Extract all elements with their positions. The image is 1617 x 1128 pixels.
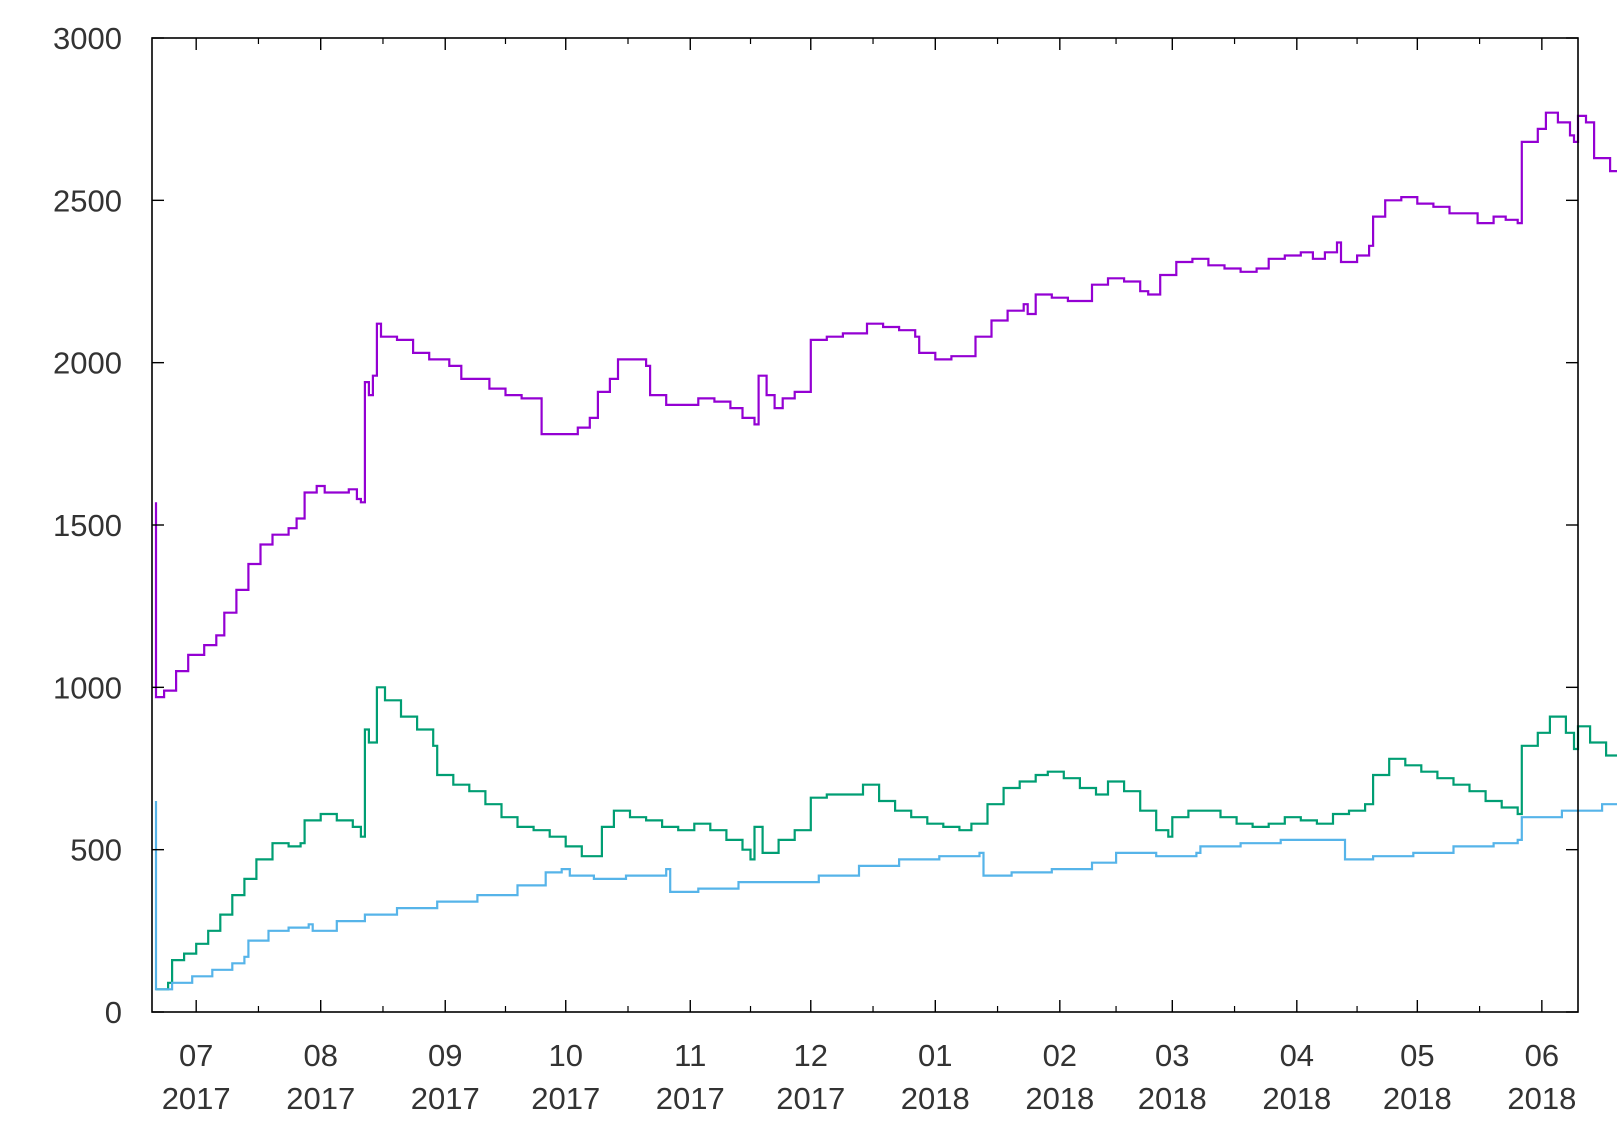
x-tick-label-month: 03 [1155, 1038, 1189, 1073]
x-tick-label-year: 2018 [1025, 1081, 1094, 1116]
y-tick-label: 0 [105, 995, 122, 1030]
x-tick-label-month: 06 [1525, 1038, 1559, 1073]
series-line-1 [154, 111, 1617, 699]
x-tick-label-month: 09 [428, 1038, 462, 1073]
y-tick-label: 500 [70, 833, 122, 868]
x-tick-label-year: 2018 [1262, 1081, 1331, 1116]
y-tick-label: 2500 [53, 183, 122, 218]
x-tick-label-year: 2017 [411, 1081, 480, 1116]
y-tick-label: 1000 [53, 670, 122, 705]
x-tick-label-month: 07 [179, 1038, 213, 1073]
x-tick-label-month: 10 [548, 1038, 582, 1073]
x-tick-label-month: 11 [674, 1038, 706, 1073]
x-tick-label-year: 2017 [776, 1081, 845, 1116]
series-line-3 [154, 801, 1617, 991]
x-tick-label-month: 05 [1400, 1038, 1434, 1073]
y-tick-label: 3000 [53, 21, 122, 56]
x-tick-label-year: 2017 [162, 1081, 231, 1116]
x-tick-label-month: 01 [918, 1038, 952, 1073]
y-tick-label: 2000 [53, 346, 122, 381]
x-tick-label-year: 2018 [1383, 1081, 1452, 1116]
y-tick-label: 1500 [53, 508, 122, 543]
x-tick-label-month: 08 [303, 1038, 337, 1073]
x-tick-label-year: 2018 [1507, 1081, 1576, 1116]
x-tick-label-month: 12 [794, 1038, 828, 1073]
tick-layer: 0 500 1000 1500 2000 2500 3000 07 2017 08 2017 09 20… [53, 21, 1578, 1116]
x-tick-label-year: 2017 [531, 1081, 600, 1116]
series-line-2 [156, 686, 1617, 991]
x-tick-label-year: 2017 [656, 1081, 725, 1116]
x-tick-label-month: 04 [1280, 1038, 1314, 1073]
x-tick-label-year: 2018 [1138, 1081, 1207, 1116]
x-tick-label-year: 2018 [901, 1081, 970, 1116]
x-tick-label-month: 02 [1043, 1038, 1077, 1073]
x-tick-label-year: 2017 [286, 1081, 355, 1116]
series-layer [154, 111, 1617, 991]
